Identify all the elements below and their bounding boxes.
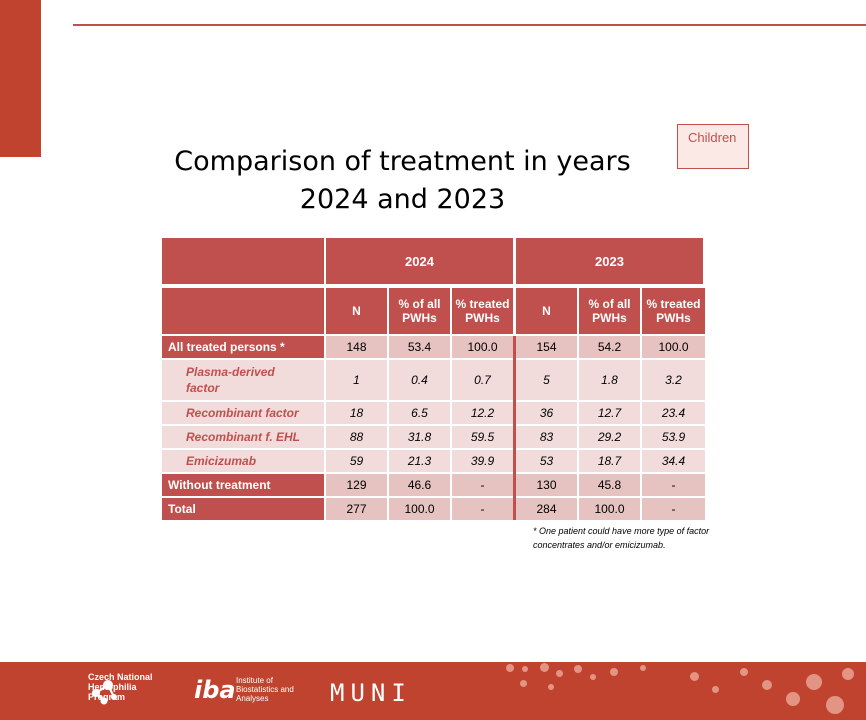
row-label: Plasma-derived factor (162, 360, 324, 400)
table-cell: 53 (516, 450, 577, 472)
table-cell: 6.5 (389, 402, 450, 424)
table-cell: 31.8 (389, 426, 450, 448)
header-pct-all-2023: % of all PWHs (579, 288, 640, 334)
row-label: Recombinant factor (162, 402, 324, 424)
decor-dot (690, 672, 699, 681)
row-label: Emicizumab (162, 450, 324, 472)
top-rule (73, 24, 866, 26)
footer-band (0, 662, 866, 720)
table-cell: 88 (326, 426, 387, 448)
table-cell: 46.6 (389, 474, 450, 496)
header-year-2024: 2024 (326, 238, 513, 284)
table-cell: 100.0 (642, 336, 705, 358)
cnhp-logo-icon (92, 680, 117, 705)
header-year-2023: 2023 (516, 238, 703, 284)
table-cell: - (642, 498, 705, 520)
table-cell: 0.7 (452, 360, 513, 400)
decor-dot (826, 696, 844, 714)
table-cell: 59 (326, 450, 387, 472)
title-line-1: Comparison of treatment in years (174, 146, 631, 177)
accent-bar (0, 0, 41, 157)
table-cell: 1 (326, 360, 387, 400)
row-label: All treated persons * (162, 336, 324, 358)
decor-dot (806, 674, 822, 690)
table-cell: - (452, 474, 513, 496)
header-pct-treated-2024: % treated PWHs (452, 288, 513, 334)
decor-dot (740, 668, 748, 676)
iba-logo-text: Institute of Biostatistics and Analyses (236, 676, 294, 703)
table-cell: 148 (326, 336, 387, 358)
decor-dot (842, 668, 854, 680)
table-cell: 100.0 (579, 498, 640, 520)
table-cell: 36 (516, 402, 577, 424)
table-cell: 83 (516, 426, 577, 448)
table-cell: 1.8 (579, 360, 640, 400)
footnote: * One patient could have more type of fa… (533, 526, 710, 550)
decor-dot (506, 664, 514, 672)
table-cell: 284 (516, 498, 577, 520)
table-cell: 3.2 (642, 360, 705, 400)
table-cell: 130 (516, 474, 577, 496)
table-cell: - (452, 498, 513, 520)
table-cell: 154 (516, 336, 577, 358)
table-cell: 100.0 (389, 498, 450, 520)
header-n-2024: N (326, 288, 387, 334)
row-label: Recombinant f. EHL (162, 426, 324, 448)
decor-dot (610, 668, 618, 676)
table-cell: 21.3 (389, 450, 450, 472)
table-cell: 29.2 (579, 426, 640, 448)
table-cell: - (642, 474, 705, 496)
table-cell: 0.4 (389, 360, 450, 400)
table-cell: 100.0 (452, 336, 513, 358)
table-cell: 12.7 (579, 402, 640, 424)
header-pct-all-2024: % of all PWHs (389, 288, 450, 334)
decor-dot (640, 665, 646, 671)
table-cell: 39.9 (452, 450, 513, 472)
row-label: Total (162, 498, 324, 520)
table-cell: 18 (326, 402, 387, 424)
table-cell: 277 (326, 498, 387, 520)
decor-dot (548, 684, 554, 690)
table-cell: 59.5 (452, 426, 513, 448)
table-cell: 53.9 (642, 426, 705, 448)
decor-dot (712, 686, 719, 693)
header-n-2023: N (516, 288, 577, 334)
decor-dot (522, 666, 528, 672)
decor-dot (574, 665, 582, 673)
row-label: Without treatment (162, 474, 324, 496)
decor-dot (556, 670, 563, 677)
table-cell: 18.7 (579, 450, 640, 472)
cnhp-logo-text: Czech National Hemophilia Program (88, 672, 153, 702)
table-cell: 54.2 (579, 336, 640, 358)
title-line-2: 2024 and 2023 (299, 184, 506, 215)
decor-dot (520, 680, 527, 687)
decor-dot (762, 680, 772, 690)
decor-dot (786, 692, 800, 706)
header-pct-treated-2023: % treated PWHs (642, 288, 705, 334)
table-cell: 5 (516, 360, 577, 400)
table-cell: 45.8 (579, 474, 640, 496)
table-cell: 23.4 (642, 402, 705, 424)
header-empty-corner (162, 238, 324, 284)
table-cell: 34.4 (642, 450, 705, 472)
decor-dot (590, 674, 596, 680)
table-cell: 129 (326, 474, 387, 496)
iba-logo-mark: iba (194, 676, 236, 704)
table-cell: 53.4 (389, 336, 450, 358)
header-empty-sub (162, 288, 324, 334)
year-separator (513, 336, 516, 520)
table-cell: 12.2 (452, 402, 513, 424)
muni-logo: MUNI (330, 679, 412, 707)
page-title: Comparison of treatment in years 2024 an… (160, 143, 645, 219)
decor-dot (540, 663, 549, 672)
children-badge: Children (677, 124, 749, 169)
